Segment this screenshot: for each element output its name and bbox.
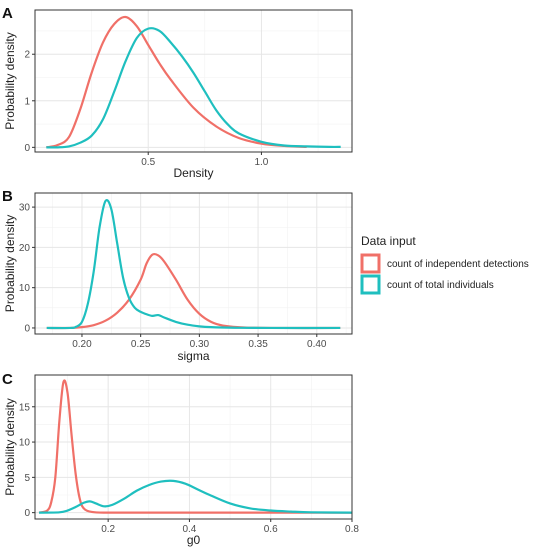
x-tick-label: 0.2 bbox=[101, 524, 115, 535]
y-tick-label: 30 bbox=[19, 203, 31, 214]
panel-b: 0.20 0.25 0.30 0.35 0.40 0 10 20 30 sigma Probabil… bbox=[2, 188, 353, 363]
x-tick-label: 0.25 bbox=[131, 339, 151, 350]
y-tick-label: 10 bbox=[19, 438, 31, 449]
x-axis-title: g0 bbox=[187, 533, 201, 547]
y-tick-label: 2 bbox=[24, 50, 30, 61]
panel-label: A bbox=[2, 5, 13, 22]
y-tick-label: 20 bbox=[19, 243, 31, 254]
x-axis-title: sigma bbox=[177, 349, 209, 363]
panel-label: C bbox=[2, 371, 13, 388]
y-tick-label: 5 bbox=[24, 473, 30, 484]
y-tick-label: 0 bbox=[24, 508, 30, 519]
x-tick-label: 1.0 bbox=[254, 157, 268, 168]
panel-a: 0.5 1.0 0 1 2 Density Probability density A bbox=[2, 5, 353, 180]
series-line-total-individuals bbox=[46, 198, 341, 330]
x-tick-label: 0.20 bbox=[72, 339, 92, 350]
y-tick-label: 0 bbox=[24, 143, 30, 154]
x-tick-label: 0.5 bbox=[141, 157, 155, 168]
plot-background bbox=[35, 10, 352, 152]
legend-title: Data input bbox=[361, 234, 416, 248]
legend-label-independent-detections: count of independent detections bbox=[387, 259, 529, 270]
legend-label-total-individuals: count of total individuals bbox=[387, 280, 494, 291]
series-line-independent-detections bbox=[46, 252, 341, 330]
plot-background bbox=[35, 193, 352, 334]
x-tick-label: 0.6 bbox=[264, 524, 278, 535]
y-axis-title: Probability density bbox=[3, 32, 17, 129]
series-line-independent-detections bbox=[38, 379, 352, 514]
x-axis-title: Density bbox=[173, 166, 213, 180]
panel-c: 0.2 0.4 0.6 0.8 0 5 10 15 g0 Probability density C bbox=[2, 371, 359, 547]
x-tick-label: 0.8 bbox=[345, 524, 359, 535]
y-tick-label: 15 bbox=[19, 402, 31, 413]
y-axis-title: Probability density bbox=[3, 398, 17, 495]
plot-border bbox=[34, 374, 353, 520]
legend-key-total-individuals bbox=[360, 274, 381, 295]
series-line-independent-detections bbox=[46, 15, 307, 149]
y-tick-label: 1 bbox=[24, 96, 30, 107]
x-tick-label: 0.40 bbox=[307, 339, 327, 350]
y-tick-label: 10 bbox=[19, 283, 31, 294]
x-tick-label: 0.30 bbox=[190, 339, 210, 350]
y-axis-title: Probability density bbox=[3, 215, 17, 312]
y-tick-label: 0 bbox=[24, 323, 30, 334]
series-line-total-individuals bbox=[46, 27, 341, 149]
legend: Data input count of independent detectio… bbox=[360, 234, 529, 295]
plot-background bbox=[35, 375, 352, 519]
x-tick-label: 0.35 bbox=[248, 339, 268, 350]
series-line-total-individuals bbox=[39, 479, 353, 514]
x-tick-label: 0.4 bbox=[182, 524, 196, 535]
legend-key-independent-detections bbox=[360, 253, 381, 274]
panel-label: B bbox=[2, 188, 13, 205]
plot-border bbox=[34, 192, 353, 335]
plot-border bbox=[34, 9, 353, 153]
